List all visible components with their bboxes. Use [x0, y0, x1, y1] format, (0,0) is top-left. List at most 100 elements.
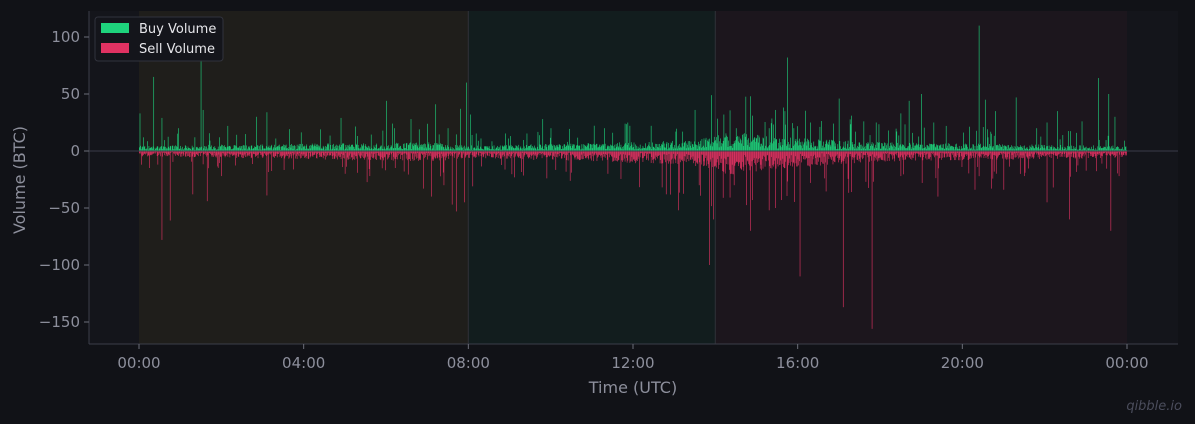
buy-volume-bar: [420, 144, 422, 151]
buy-volume-bar: [605, 149, 607, 151]
sell-volume-bar: [304, 151, 305, 158]
sell-volume-bar: [462, 151, 464, 155]
sell-volume-bar: [140, 151, 141, 153]
sell-volume-bar: [333, 151, 335, 159]
buy-volume-bar: [1072, 149, 1074, 151]
sell-volume-bar: [615, 151, 616, 161]
buy-volume-bar: [233, 148, 234, 151]
buy-volume-bar: [459, 145, 461, 151]
sell-volume-bar: [567, 151, 568, 155]
sell-volume-bar: [964, 151, 966, 158]
sell-volume-bar: [840, 151, 841, 157]
sell-volume-bar: [485, 151, 487, 159]
buy-volume-bar: [208, 133, 210, 151]
buy-volume-bar: [522, 147, 524, 151]
buy-volume-bar: [490, 149, 492, 151]
sell-volume-bar: [943, 151, 945, 158]
buy-volume-bar: [755, 141, 756, 151]
buy-volume-bar: [288, 147, 290, 151]
sell-volume-bar: [865, 151, 867, 182]
sell-volume-bar: [724, 151, 725, 159]
buy-volume-bar: [855, 147, 857, 151]
sell-volume-bar: [242, 151, 244, 156]
sell-volume-bar: [945, 151, 946, 154]
buy-volume-bar: [955, 144, 957, 151]
sell-volume-bar: [606, 151, 607, 155]
sell-volume-bar: [755, 151, 757, 172]
sell-volume-bar: [549, 151, 551, 156]
sell-volume-bar: [862, 151, 864, 159]
buy-volume-bar: [744, 136, 746, 151]
sell-volume-bar: [492, 151, 493, 158]
buy-volume-bar: [746, 134, 747, 151]
sell-volume-bar: [1028, 151, 1030, 157]
sell-volume-bar: [994, 151, 996, 155]
buy-volume-bar: [217, 149, 218, 151]
buy-volume-bar: [673, 148, 675, 151]
sell-volume-bar: [503, 151, 504, 155]
buy-volume-bar: [361, 144, 362, 151]
buy-volume-bar: [635, 144, 636, 151]
sell-volume-bar: [831, 151, 832, 160]
sell-volume-bar: [694, 151, 695, 161]
sell-volume-bar: [892, 151, 893, 160]
sell-volume-bar: [331, 151, 333, 157]
sell-volume-bar: [703, 151, 705, 162]
sell-volume-bar: [613, 151, 614, 162]
sell-volume-bar: [281, 151, 283, 156]
buy-volume-bar: [781, 147, 782, 151]
buy-volume-bar: [620, 144, 622, 151]
buy-volume-bar: [527, 147, 528, 151]
buy-volume-bar: [999, 143, 1000, 151]
sell-volume-bar: [959, 151, 961, 161]
sell-volume-bar: [1034, 151, 1035, 155]
sell-volume-bar: [222, 151, 224, 156]
buy-volume-bar: [1059, 148, 1060, 151]
buy-volume-bar: [1113, 148, 1114, 151]
buy-volume-bar: [503, 146, 504, 151]
x-tick-label: 12:00: [611, 354, 654, 372]
buy-volume-bar: [890, 145, 892, 151]
buy-volume-bar: [413, 146, 415, 151]
sell-volume-bar: [603, 151, 605, 154]
sell-volume-bar: [377, 151, 379, 156]
buy-volume-bar: [1104, 147, 1105, 151]
buy-volume-bar: [223, 146, 225, 151]
buy-volume-bar: [373, 145, 375, 151]
buy-volume-bar: [184, 148, 185, 151]
sell-volume-bar: [226, 151, 228, 154]
buy-volume-bar: [1017, 146, 1018, 151]
buy-volume-bar: [466, 82, 467, 151]
buy-volume-bar: [866, 144, 868, 151]
buy-volume-bar: [693, 146, 694, 151]
buy-volume-bar: [186, 148, 187, 151]
sell-volume-bar: [556, 151, 557, 157]
buy-volume-bar: [742, 133, 744, 151]
sell-volume-bar: [573, 151, 574, 156]
buy-volume-bar: [366, 146, 368, 151]
buy-volume-bar: [433, 145, 434, 151]
sell-volume-bar: [637, 151, 639, 159]
buy-volume-bar: [674, 148, 676, 151]
buy-volume-bar: [587, 145, 588, 151]
sell-volume-bar: [237, 151, 239, 157]
buy-volume-bar: [771, 118, 773, 151]
buy-volume-bar: [275, 138, 277, 151]
buy-volume-bar: [458, 148, 460, 151]
sell-volume-bar: [431, 151, 433, 161]
buy-volume-bar: [454, 149, 456, 151]
sell-volume-bar: [880, 151, 882, 160]
buy-volume-bar: [920, 144, 922, 151]
sell-volume-bar: [696, 151, 697, 163]
sell-volume-bar: [872, 151, 874, 155]
sell-volume-bar: [375, 151, 376, 160]
sell-volume-bar: [263, 151, 265, 154]
buy-volume-bar: [142, 146, 144, 151]
buy-volume-bar: [747, 145, 749, 151]
buy-volume-bar: [924, 147, 926, 151]
sell-volume-bar: [548, 151, 550, 157]
buy-volume-bar: [952, 145, 953, 151]
buy-volume-bar: [1081, 121, 1083, 151]
buy-volume-bar: [543, 149, 544, 151]
sell-volume-bar: [976, 151, 977, 155]
